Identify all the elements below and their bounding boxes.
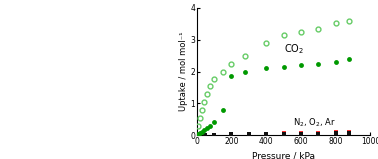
Text: N$_2$, O$_2$, Ar: N$_2$, O$_2$, Ar (293, 117, 336, 129)
Y-axis label: Uptake / mol mol⁻¹: Uptake / mol mol⁻¹ (178, 32, 187, 111)
Text: CO$_2$: CO$_2$ (284, 42, 304, 55)
X-axis label: Pressure / kPa: Pressure / kPa (252, 151, 315, 159)
